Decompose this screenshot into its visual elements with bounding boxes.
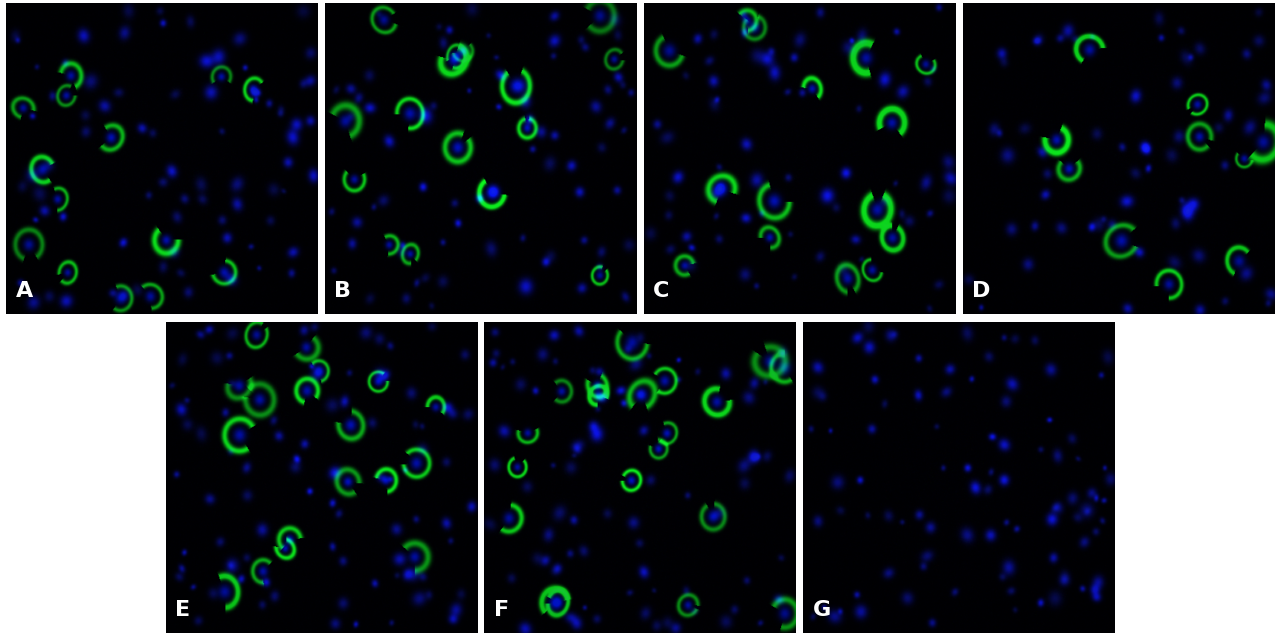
Text: D: D xyxy=(972,281,991,301)
Text: A: A xyxy=(15,281,33,301)
Text: C: C xyxy=(653,281,669,301)
Text: E: E xyxy=(175,600,191,620)
Text: B: B xyxy=(334,281,352,301)
Text: F: F xyxy=(494,600,509,620)
Text: G: G xyxy=(813,600,831,620)
